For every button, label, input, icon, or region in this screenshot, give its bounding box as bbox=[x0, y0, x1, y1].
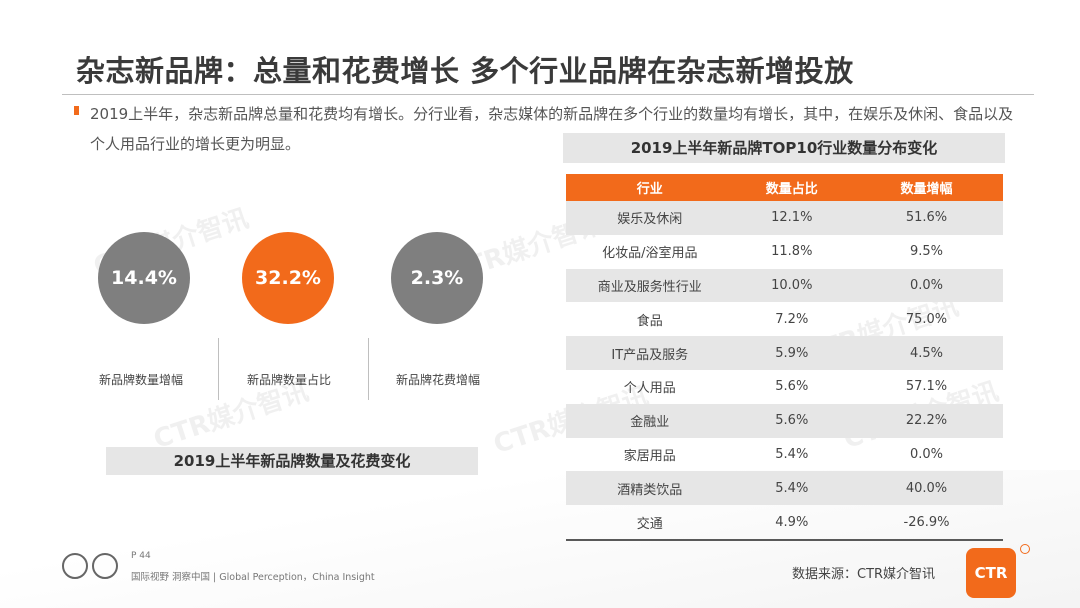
table-cell: 4.5% bbox=[910, 345, 944, 361]
ctr-logo: CTR bbox=[966, 548, 1016, 598]
data-source: 数据来源：CTR媒介智讯 bbox=[792, 567, 936, 582]
table-cell: 51.6% bbox=[905, 210, 948, 226]
table-cell: 40.0% bbox=[905, 480, 948, 496]
table-cell: 5.4% bbox=[775, 480, 809, 496]
table-cell: 食品 bbox=[636, 313, 663, 329]
table-cell: -26.9% bbox=[903, 514, 950, 530]
table-cell: 11.8% bbox=[771, 244, 813, 260]
stat-circle-count-growth: 14.4% bbox=[98, 232, 190, 324]
table-row: 食品 7.2% 75.0% bbox=[566, 302, 1003, 336]
table-cell: 娱乐及休闲 bbox=[617, 212, 683, 228]
table-row: IT产品及服务 5.9% 4.5% bbox=[566, 336, 1003, 370]
registered-mark-icon bbox=[1020, 544, 1030, 554]
table-cell: 化妆品/浴室用品 bbox=[602, 246, 698, 262]
table-header-cell: 数量占比 bbox=[765, 182, 818, 197]
stat-divider bbox=[368, 338, 369, 400]
table-row: 金融业 5.6% 22.2% bbox=[566, 403, 1003, 438]
table-row: 家居用品 5.4% 0.0% bbox=[566, 438, 1003, 472]
left-caption: 2019上半年新品牌数量及花费变化 bbox=[106, 447, 478, 475]
title-divider bbox=[62, 94, 1034, 95]
table-cell: 57.1% bbox=[905, 379, 948, 395]
table-cell: 0.0% bbox=[910, 277, 944, 293]
table-row: 酒精类饮品 5.4% 40.0% bbox=[566, 471, 1003, 506]
table-cell: 家居用品 bbox=[623, 448, 676, 464]
stat-label-spend-growth: 新品牌花费增幅 bbox=[395, 373, 480, 387]
cert-badge-icon bbox=[92, 553, 118, 579]
table-cell: IT产品及服务 bbox=[611, 347, 689, 363]
table-row: 娱乐及休闲 12.1% 51.6% bbox=[566, 201, 1003, 235]
table-row: 商业及服务性行业 10.0% 0.0% bbox=[566, 268, 1003, 303]
table-header-cell: 数量增幅 bbox=[900, 182, 953, 197]
table-cell: 商业及服务性行业 bbox=[597, 279, 702, 295]
table-row: 个人用品 5.6% 57.1% bbox=[566, 370, 1003, 404]
table-cell: 10.0% bbox=[771, 277, 813, 293]
table-cell: 金融业 bbox=[630, 415, 670, 431]
summary-text: 2019上半年，杂志新品牌总量和花费均有增长。分行业看，杂志媒体的新品牌在多个行… bbox=[90, 105, 1014, 153]
table-cell: 75.0% bbox=[905, 311, 948, 327]
table-cell: 个人用品 bbox=[623, 381, 676, 397]
footer-tagline: 国际视野 洞察中国 | Global Perception，China Insi… bbox=[131, 572, 375, 583]
table-header-cell: 行业 bbox=[636, 182, 663, 197]
table-row: 化妆品/浴室用品 11.8% 9.5% bbox=[566, 235, 1003, 269]
stat-divider bbox=[218, 338, 219, 400]
table-cell: 5.4% bbox=[775, 446, 809, 462]
table-cell: 22.2% bbox=[905, 413, 948, 429]
table-cell: 9.5% bbox=[910, 244, 944, 260]
table-cell: 0.0% bbox=[910, 446, 944, 462]
page-number: P 44 bbox=[131, 551, 151, 561]
cert-badge-icon bbox=[62, 553, 88, 579]
table-row: 交通 4.9% -26.9% bbox=[566, 505, 1003, 539]
table-header: 行业 数量占比 数量增幅 bbox=[566, 174, 1003, 201]
table-cell: 5.6% bbox=[775, 413, 809, 429]
table-cell: 5.9% bbox=[775, 345, 809, 361]
industry-table: 行业 数量占比 数量增幅 娱乐及休闲 12.1% 51.6% 化妆品/浴室用品 … bbox=[566, 174, 1003, 541]
table-cell: 12.1% bbox=[771, 210, 813, 226]
table-cell: 酒精类饮品 bbox=[617, 482, 683, 498]
table-caption: 2019上半年新品牌TOP10行业数量分布变化 bbox=[563, 133, 1005, 163]
table-cell: 交通 bbox=[636, 516, 663, 532]
table-cell: 4.9% bbox=[775, 514, 809, 530]
page-title: 杂志新品牌：总量和花费增长 多个行业品牌在杂志新增投放 bbox=[76, 54, 854, 88]
table-cell: 5.6% bbox=[775, 379, 809, 395]
certification-logo bbox=[62, 552, 122, 580]
stat-circle-count-share: 32.2% bbox=[242, 232, 334, 324]
stat-label-count-growth: 新品牌数量增幅 bbox=[98, 373, 183, 387]
stat-circle-spend-growth: 2.3% bbox=[391, 232, 483, 324]
table-cell: 7.2% bbox=[775, 311, 809, 327]
bullet-marker bbox=[74, 106, 79, 115]
stat-label-count-share: 新品牌数量占比 bbox=[246, 373, 331, 387]
